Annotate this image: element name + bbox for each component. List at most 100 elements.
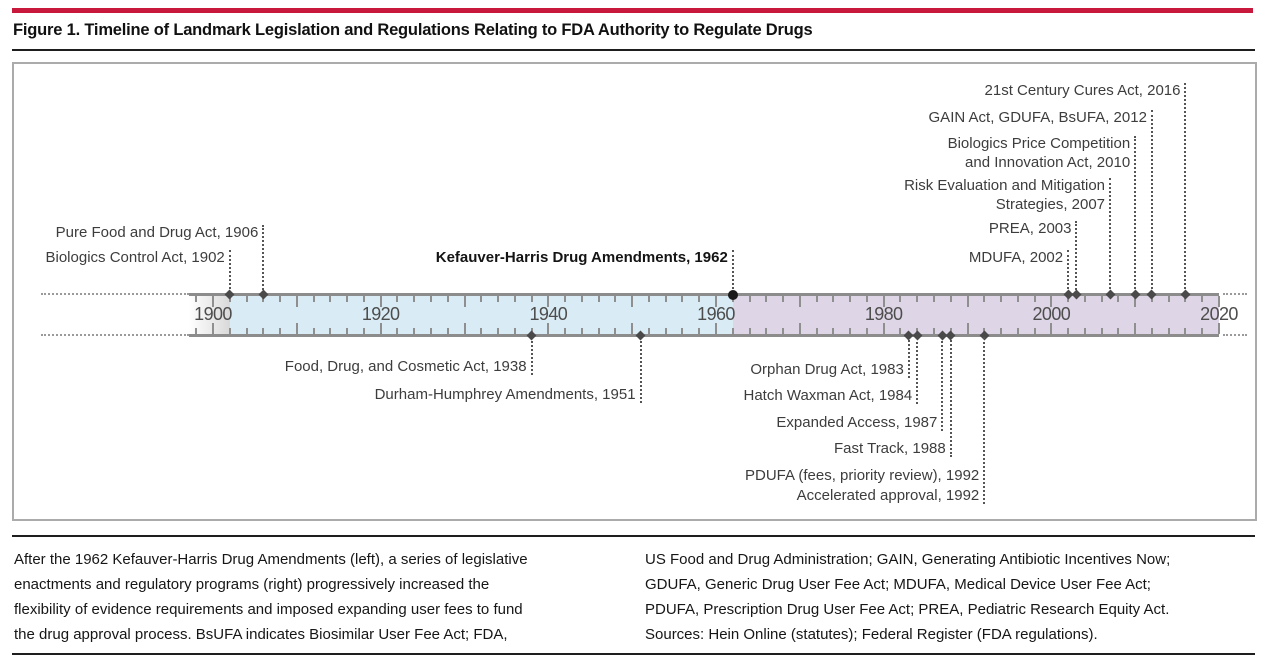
axis-tick	[882, 296, 885, 307]
event-label-line: Durham-Humphrey Amendments, 1951	[374, 386, 636, 403]
axis-year-label: 1920	[361, 304, 400, 324]
event-label-line: Fast Track, 1988	[834, 440, 946, 457]
axis-dotted-lead-right	[1223, 293, 1247, 295]
axis-tick	[413, 328, 416, 334]
event-leader-line	[907, 337, 910, 378]
axis-tick	[513, 328, 516, 334]
timeline-bar-bottom-edge	[189, 334, 1219, 337]
axis-tick	[865, 328, 868, 334]
axis-tick	[765, 296, 768, 302]
axis-tick	[564, 328, 567, 334]
event-leader-line	[941, 337, 944, 431]
event-leader-line	[1109, 178, 1112, 293]
axis-tick	[597, 296, 600, 302]
axis-tick	[1134, 296, 1137, 307]
axis-dotted-lead-left	[41, 334, 189, 336]
axis-tick	[463, 323, 466, 334]
event-marker-circle	[727, 289, 738, 300]
event-leader-line	[639, 337, 642, 403]
axis-year-label: 2020	[1200, 304, 1238, 324]
caption-left-column: After the 1962 Kefauver-Harris Drug Amen…	[14, 547, 624, 647]
event-label-line: Strategies, 2007	[995, 196, 1106, 213]
event-label-line: Biologics Control Act, 1902	[45, 249, 225, 266]
event-label: Hatch Waxman Act, 1984	[744, 386, 913, 405]
event-label-line: 21st Century Cures Act, 2016	[984, 82, 1181, 99]
axis-tick	[1000, 328, 1003, 334]
event-leader-line	[1134, 136, 1137, 293]
axis-tick	[782, 296, 785, 302]
axis-tick	[715, 323, 717, 334]
axis-tick	[379, 296, 382, 307]
axis-tick	[329, 296, 332, 302]
axis-tick	[966, 323, 969, 334]
axis-dotted-lead-left	[41, 293, 189, 295]
event-label-line: Food, Drug, and Cosmetic Act, 1938	[284, 358, 527, 375]
axis-tick	[782, 328, 785, 334]
axis-tick	[379, 323, 382, 334]
axis-tick	[1150, 328, 1153, 334]
axis-tick	[195, 328, 198, 334]
event-leader-line	[731, 250, 734, 293]
axis-tick	[1050, 323, 1053, 334]
timeline-bar-top-edge	[189, 293, 1219, 296]
event-label: Expanded Access, 1987	[776, 413, 937, 432]
axis-tick	[966, 296, 969, 307]
event-label: Food, Drug, and Cosmetic Act, 1938	[285, 357, 527, 376]
event-leader-line	[916, 337, 919, 404]
axis-tick	[362, 328, 365, 334]
event-label: Durham-Humphrey Amendments, 1951	[375, 385, 636, 404]
axis-tick	[631, 296, 634, 307]
axis-tick	[362, 296, 365, 302]
axis-tick	[429, 296, 432, 302]
event-label-line: Kefauver-Harris Drug Amendments, 1962	[435, 249, 728, 266]
axis-tick	[413, 296, 416, 302]
caption-line: Sources: Hein Online (statutes); Federal…	[645, 626, 1098, 643]
event-label-line: Pure Food and Drug Act, 1906	[55, 224, 259, 241]
axis-tick	[262, 328, 265, 334]
event-label: Orphan Drug Act, 1983	[750, 360, 903, 379]
accent-top-bar	[12, 8, 1253, 13]
axis-tick	[1134, 323, 1137, 334]
axis-tick	[1000, 296, 1003, 302]
event-label-line: GAIN Act, GDUFA, BsUFA, 2012	[928, 109, 1147, 126]
event-label: Biologics Price Competition and Innovatio…	[948, 134, 1131, 172]
event-label-line: Accelerated approval, 1992	[796, 487, 980, 504]
axis-tick	[279, 328, 282, 334]
axis-tick	[195, 296, 198, 302]
figure-title: Figure 1. Timeline of Landmark Legislati…	[13, 21, 813, 39]
event-leader-line	[530, 337, 533, 375]
axis-tick	[446, 296, 449, 302]
title-divider-rule	[12, 49, 1255, 51]
axis-tick	[1167, 328, 1170, 334]
figure-bottom-rule	[12, 653, 1255, 655]
axis-tick	[748, 328, 751, 334]
axis-tick	[1083, 296, 1086, 302]
axis-tick	[698, 296, 701, 302]
event-label: Biologics Control Act, 1902	[46, 248, 225, 267]
timeline-panel: 1900 1920 1940 1960 1980 2000 2020 Pure Food an…	[12, 62, 1257, 521]
axis-year-label: 1940	[529, 304, 568, 324]
axis-tick	[899, 296, 902, 302]
axis-tick	[597, 328, 600, 334]
event-label: Kefauver-Harris Drug Amendments, 1962	[436, 248, 728, 267]
event-label-line: and Innovation Act, 2010	[965, 154, 1131, 171]
axis-tick	[1033, 296, 1036, 302]
era-post1962-fill	[732, 295, 1219, 335]
event-label: Risk Evaluation and Mitigation Strategies…	[904, 176, 1105, 214]
axis-tick	[798, 296, 801, 307]
axis-tick	[1083, 328, 1086, 334]
event-label: Fast Track, 1988	[834, 439, 946, 458]
axis-tick	[664, 296, 667, 302]
axis-tick	[798, 323, 801, 334]
axis-tick	[228, 328, 231, 334]
event-label-line: Biologics Price Competition	[947, 135, 1131, 152]
axis-tick	[932, 328, 935, 334]
axis-tick	[530, 296, 533, 302]
axis-tick	[849, 296, 852, 302]
axis-tick	[312, 328, 315, 334]
axis-tick	[580, 328, 583, 334]
axis-tick	[647, 328, 650, 334]
axis-tick	[1100, 296, 1103, 302]
axis-tick	[748, 296, 751, 302]
caption-line: After the 1962 Kefauver-Harris Drug Amen…	[14, 551, 528, 568]
